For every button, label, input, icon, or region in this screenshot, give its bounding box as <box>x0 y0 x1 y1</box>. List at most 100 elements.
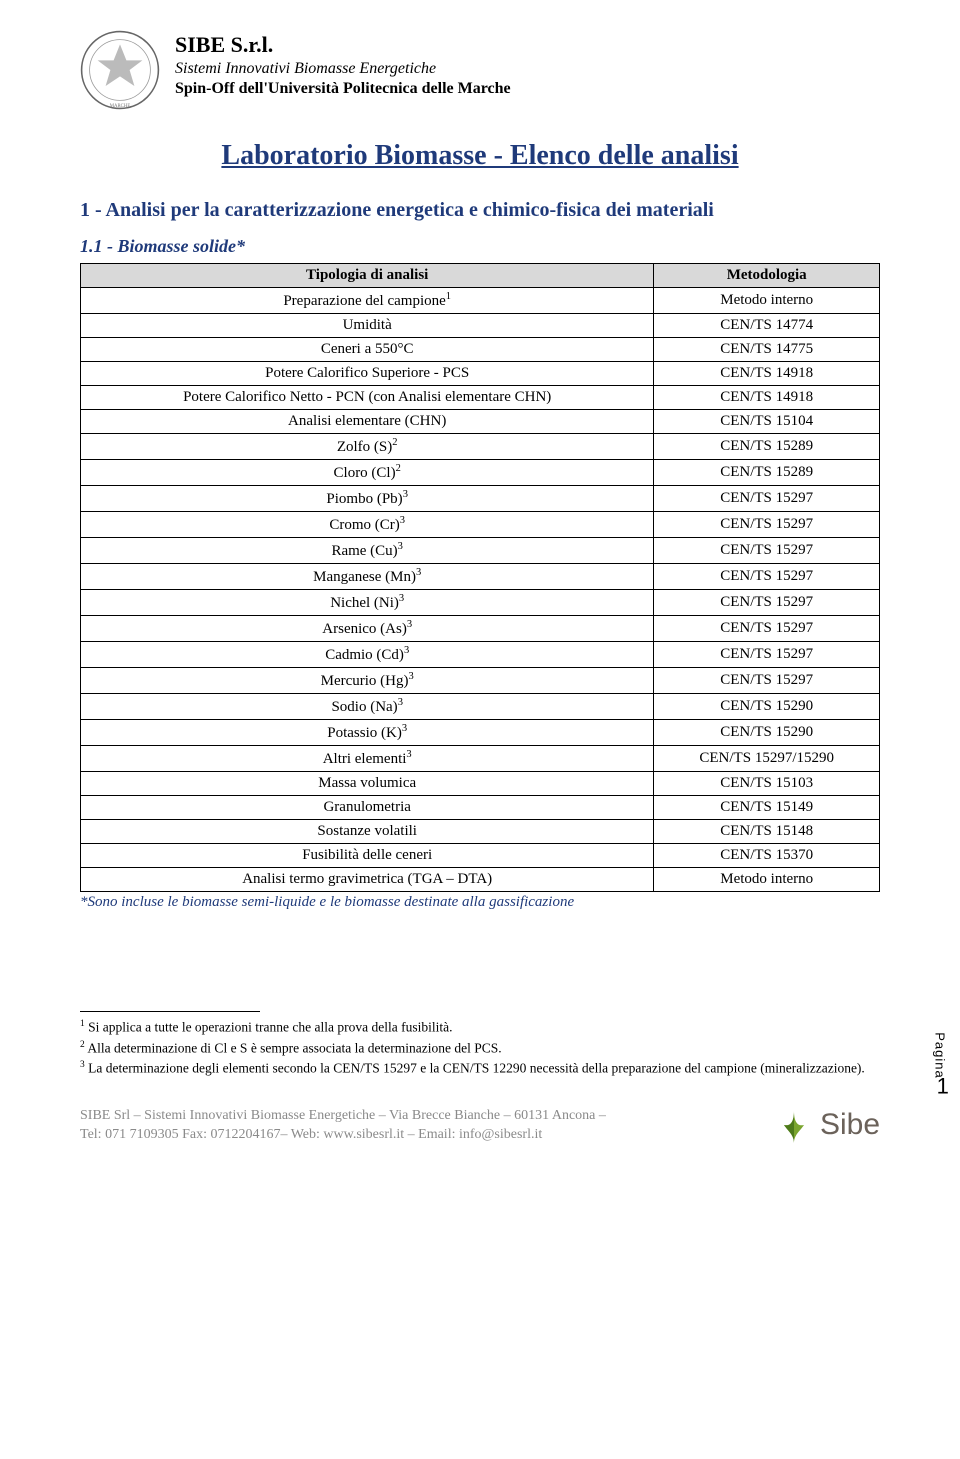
cell-method: CEN/TS 15297 <box>654 616 880 642</box>
cell-method: CEN/TS 15290 <box>654 694 880 720</box>
table-row: Analisi termo gravimetrica (TGA – DTA)Me… <box>81 868 880 892</box>
cell-analysis: Potassio (K)3 <box>81 720 654 746</box>
section-1-heading: 1 - Analisi per la caratterizzazione ene… <box>80 197 880 224</box>
cell-analysis: Analisi elementare (CHN) <box>81 410 654 434</box>
university-seal-icon: MARCHE <box>80 30 160 110</box>
cell-method: CEN/TS 15297 <box>654 486 880 512</box>
cell-analysis: Cloro (Cl)2 <box>81 460 654 486</box>
cell-analysis: Sostanze volatili <box>81 820 654 844</box>
cell-method: CEN/TS 15297 <box>654 564 880 590</box>
cell-analysis: Preparazione del campione1 <box>81 288 654 314</box>
table-row: Massa volumicaCEN/TS 15103 <box>81 772 880 796</box>
document-header: MARCHE SIBE S.r.l. Sistemi Innovativi Bi… <box>80 30 880 110</box>
table-row: Cromo (Cr)3CEN/TS 15297 <box>81 512 880 538</box>
cell-method: CEN/TS 14918 <box>654 386 880 410</box>
cell-method: CEN/TS 15289 <box>654 434 880 460</box>
table-row: Fusibilità delle ceneriCEN/TS 15370 <box>81 844 880 868</box>
svg-text:MARCHE: MARCHE <box>110 104 131 109</box>
cell-method: CEN/TS 15290 <box>654 720 880 746</box>
footnote-separator <box>80 1011 260 1012</box>
leaf-icon <box>774 1105 814 1145</box>
cell-method: CEN/TS 15297 <box>654 668 880 694</box>
table-row: Manganese (Mn)3CEN/TS 15297 <box>81 564 880 590</box>
footer-line-2: Tel: 071 7109305 Fax: 0712204167– Web: w… <box>80 1126 606 1145</box>
pagina-word: Pagina <box>933 1032 948 1078</box>
footer-contact-text: SIBE Srl – Sistemi Innovativi Biomasse E… <box>80 1107 606 1145</box>
cell-analysis: Mercurio (Hg)3 <box>81 668 654 694</box>
cell-method: CEN/TS 15103 <box>654 772 880 796</box>
cell-analysis: Arsenico (As)3 <box>81 616 654 642</box>
company-subtitle-1: Sistemi Innovativi Biomasse Energetiche <box>175 60 511 78</box>
table-row: GranulometriaCEN/TS 15149 <box>81 796 880 820</box>
cell-analysis: Zolfo (S)2 <box>81 434 654 460</box>
table-row: Mercurio (Hg)3CEN/TS 15297 <box>81 668 880 694</box>
footer-line-1: SIBE Srl – Sistemi Innovativi Biomasse E… <box>80 1107 606 1126</box>
cell-method: CEN/TS 15148 <box>654 820 880 844</box>
table-row: Rame (Cu)3CEN/TS 15297 <box>81 538 880 564</box>
table-row: Cadmio (Cd)3CEN/TS 15297 <box>81 642 880 668</box>
page-title: Laboratorio Biomasse - Elenco delle anal… <box>80 140 880 172</box>
cell-method: CEN/TS 14775 <box>654 338 880 362</box>
table-row: Arsenico (As)3CEN/TS 15297 <box>81 616 880 642</box>
table-row: Preparazione del campione1Metodo interno <box>81 288 880 314</box>
cell-method: CEN/TS 15297 <box>654 590 880 616</box>
cell-analysis: Umidità <box>81 314 654 338</box>
cell-analysis: Nichel (Ni)3 <box>81 590 654 616</box>
cell-analysis: Granulometria <box>81 796 654 820</box>
table-row: Sodio (Na)3CEN/TS 15290 <box>81 694 880 720</box>
analysis-table: Tipologia di analisi Metodologia Prepara… <box>80 263 880 892</box>
page-number-label: Pagina1 <box>930 1032 956 1095</box>
col-header-2: Metodologia <box>654 264 880 288</box>
footnote-3-text: La determinazione degli elementi secondo… <box>88 1061 865 1076</box>
footnote-2: 2 Alla determinazione di Cl e S è sempre… <box>80 1039 880 1058</box>
table-row: Sostanze volatiliCEN/TS 15148 <box>81 820 880 844</box>
cell-analysis: Potere Calorifico Netto - PCN (con Anali… <box>81 386 654 410</box>
cell-method: CEN/TS 15297 <box>654 642 880 668</box>
table-row: Cloro (Cl)2CEN/TS 15289 <box>81 460 880 486</box>
cell-method: CEN/TS 15289 <box>654 460 880 486</box>
cell-method: CEN/TS 14918 <box>654 362 880 386</box>
company-subtitle-2: Spin-Off dell'Università Politecnica del… <box>175 80 511 98</box>
header-text-block: SIBE S.r.l. Sistemi Innovativi Biomasse … <box>175 30 511 98</box>
footnote-1: 1 Si applica a tutte le operazioni trann… <box>80 1018 880 1037</box>
footer-logo-text: Sibe <box>820 1108 880 1142</box>
cell-analysis: Potere Calorifico Superiore - PCS <box>81 362 654 386</box>
company-name: SIBE S.r.l. <box>175 32 511 58</box>
document-footer: SIBE Srl – Sistemi Innovativi Biomasse E… <box>80 1080 880 1145</box>
table-row: Potassio (K)3CEN/TS 15290 <box>81 720 880 746</box>
pagina-number: 1 <box>937 1074 949 1100</box>
cell-method: CEN/TS 15370 <box>654 844 880 868</box>
cell-method: CEN/TS 15297/15290 <box>654 746 880 772</box>
table-row: Ceneri a 550°CCEN/TS 14775 <box>81 338 880 362</box>
cell-method: CEN/TS 15297 <box>654 538 880 564</box>
table-header-row: Tipologia di analisi Metodologia <box>81 264 880 288</box>
cell-analysis: Cadmio (Cd)3 <box>81 642 654 668</box>
cell-analysis: Analisi termo gravimetrica (TGA – DTA) <box>81 868 654 892</box>
table-row: Nichel (Ni)3CEN/TS 15297 <box>81 590 880 616</box>
cell-analysis: Fusibilità delle ceneri <box>81 844 654 868</box>
table-footnote: *Sono incluse le biomasse semi-liquide e… <box>80 894 880 911</box>
cell-analysis: Ceneri a 550°C <box>81 338 654 362</box>
cell-analysis: Piombo (Pb)3 <box>81 486 654 512</box>
cell-analysis: Sodio (Na)3 <box>81 694 654 720</box>
cell-method: CEN/TS 15149 <box>654 796 880 820</box>
cell-method: Metodo interno <box>654 868 880 892</box>
table-row: Analisi elementare (CHN)CEN/TS 15104 <box>81 410 880 434</box>
cell-analysis: Cromo (Cr)3 <box>81 512 654 538</box>
cell-analysis: Altri elementi3 <box>81 746 654 772</box>
table-row: Potere Calorifico Netto - PCN (con Anali… <box>81 386 880 410</box>
footer-logo: Sibe <box>774 1105 880 1145</box>
cell-method: CEN/TS 15297 <box>654 512 880 538</box>
section-1-1-heading: 1.1 - Biomasse solide* <box>80 236 880 257</box>
cell-analysis: Rame (Cu)3 <box>81 538 654 564</box>
footnotes-block: 1 Si applica a tutte le operazioni trann… <box>80 1018 880 1078</box>
cell-analysis: Manganese (Mn)3 <box>81 564 654 590</box>
col-header-1: Tipologia di analisi <box>81 264 654 288</box>
cell-method: Metodo interno <box>654 288 880 314</box>
table-row: UmiditàCEN/TS 14774 <box>81 314 880 338</box>
footnote-2-text: Alla determinazione di Cl e S è sempre a… <box>87 1040 501 1055</box>
table-row: Piombo (Pb)3CEN/TS 15297 <box>81 486 880 512</box>
table-row: Altri elementi3CEN/TS 15297/15290 <box>81 746 880 772</box>
footnote-1-text: Si applica a tutte le operazioni tranne … <box>88 1020 452 1035</box>
table-row: Potere Calorifico Superiore - PCSCEN/TS … <box>81 362 880 386</box>
